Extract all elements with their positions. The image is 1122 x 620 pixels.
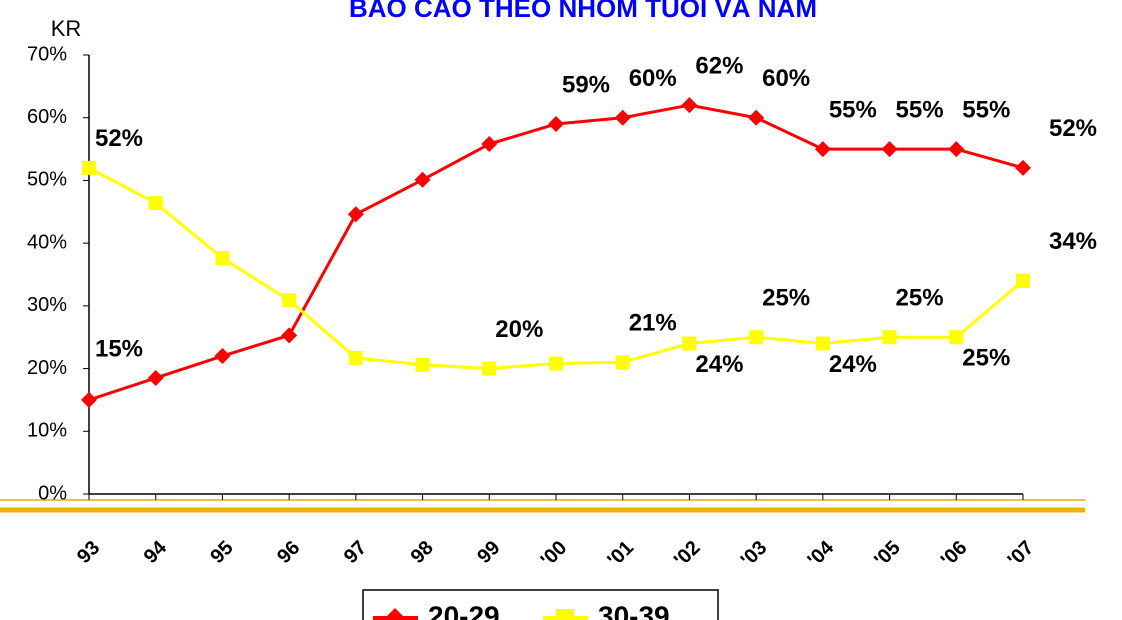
point-marker xyxy=(949,330,964,345)
x-tick-label: 99 xyxy=(473,537,504,568)
x-tick-label: '00 xyxy=(537,537,572,572)
point-marker xyxy=(214,348,231,365)
data-label: 15% xyxy=(95,335,143,362)
point-marker xyxy=(81,391,97,408)
data-label: 60% xyxy=(629,65,677,92)
chart-title: BÁO CÁO THEO NHÓM TUỔI VÀ NĂM xyxy=(349,0,817,23)
x-tick-label: '01 xyxy=(603,537,638,572)
point-marker xyxy=(814,141,831,158)
y-tick-label: 60% xyxy=(27,106,67,128)
y-tick-label: 0% xyxy=(38,482,67,504)
point-marker xyxy=(748,109,765,126)
data-label: 60% xyxy=(762,65,810,92)
point-marker xyxy=(749,330,764,345)
data-label: 25% xyxy=(762,285,810,312)
y-tick-label: 40% xyxy=(27,231,67,253)
point-marker xyxy=(881,141,898,158)
x-tick-label: 97 xyxy=(340,537,371,568)
point-marker xyxy=(682,336,697,351)
x-tick-label: '03 xyxy=(737,537,772,572)
data-label: 24% xyxy=(829,351,877,378)
data-label: 55% xyxy=(896,96,944,123)
y-tick-label: 50% xyxy=(27,169,67,191)
y-tick-label: 20% xyxy=(27,357,67,379)
x-tick-label: '07 xyxy=(1004,537,1039,572)
legend-label: 20-29 xyxy=(428,600,500,620)
point-marker xyxy=(282,293,297,308)
legend-marker xyxy=(385,608,405,620)
point-marker xyxy=(281,327,298,344)
point-marker xyxy=(548,115,564,132)
legend-label: 30-39 xyxy=(598,600,670,620)
data-label: 52% xyxy=(1049,115,1097,142)
point-marker xyxy=(481,136,498,153)
y-tick-label: 10% xyxy=(27,420,67,442)
point-marker xyxy=(1016,273,1030,288)
x-tick-label: 93 xyxy=(73,537,104,568)
point-marker xyxy=(482,361,497,376)
legend-box xyxy=(362,589,719,620)
point-marker xyxy=(82,160,96,175)
point-marker xyxy=(215,251,230,266)
point-marker xyxy=(549,356,563,371)
data-label: 20% xyxy=(495,316,543,343)
point-marker xyxy=(681,97,698,114)
point-marker xyxy=(414,171,431,188)
point-marker xyxy=(614,109,631,126)
data-label: 25% xyxy=(962,345,1010,372)
point-marker xyxy=(948,141,965,158)
point-marker xyxy=(615,355,630,370)
point-marker xyxy=(1015,159,1031,176)
data-label: 24% xyxy=(695,351,743,378)
point-marker xyxy=(147,369,164,386)
data-label: 52% xyxy=(95,125,143,152)
data-label: 55% xyxy=(829,96,877,123)
y-tick-label: 70% xyxy=(27,43,67,65)
x-tick-label: '04 xyxy=(803,536,838,571)
point-marker xyxy=(347,206,364,223)
y-axis-label: KR xyxy=(51,16,82,41)
x-tick-label: '05 xyxy=(870,537,905,572)
point-marker xyxy=(815,336,830,351)
x-tick-label: '02 xyxy=(670,537,705,572)
point-marker xyxy=(148,196,163,211)
point-marker xyxy=(415,357,430,372)
data-label: 59% xyxy=(562,71,610,98)
x-tick-label: 96 xyxy=(273,537,304,568)
point-marker xyxy=(882,330,897,345)
y-tick-label: 30% xyxy=(27,294,67,316)
data-label: 62% xyxy=(695,53,743,80)
legend-marker xyxy=(556,609,574,620)
data-label: 55% xyxy=(962,96,1010,123)
x-tick-label: '06 xyxy=(937,537,972,572)
data-label: 25% xyxy=(896,285,944,312)
x-tick-label: 95 xyxy=(206,537,237,568)
x-tick-label: 98 xyxy=(407,537,438,568)
x-tick-label: 94 xyxy=(140,536,172,568)
data-label: 34% xyxy=(1049,228,1097,255)
data-label: 21% xyxy=(629,310,677,337)
point-marker xyxy=(348,350,363,365)
